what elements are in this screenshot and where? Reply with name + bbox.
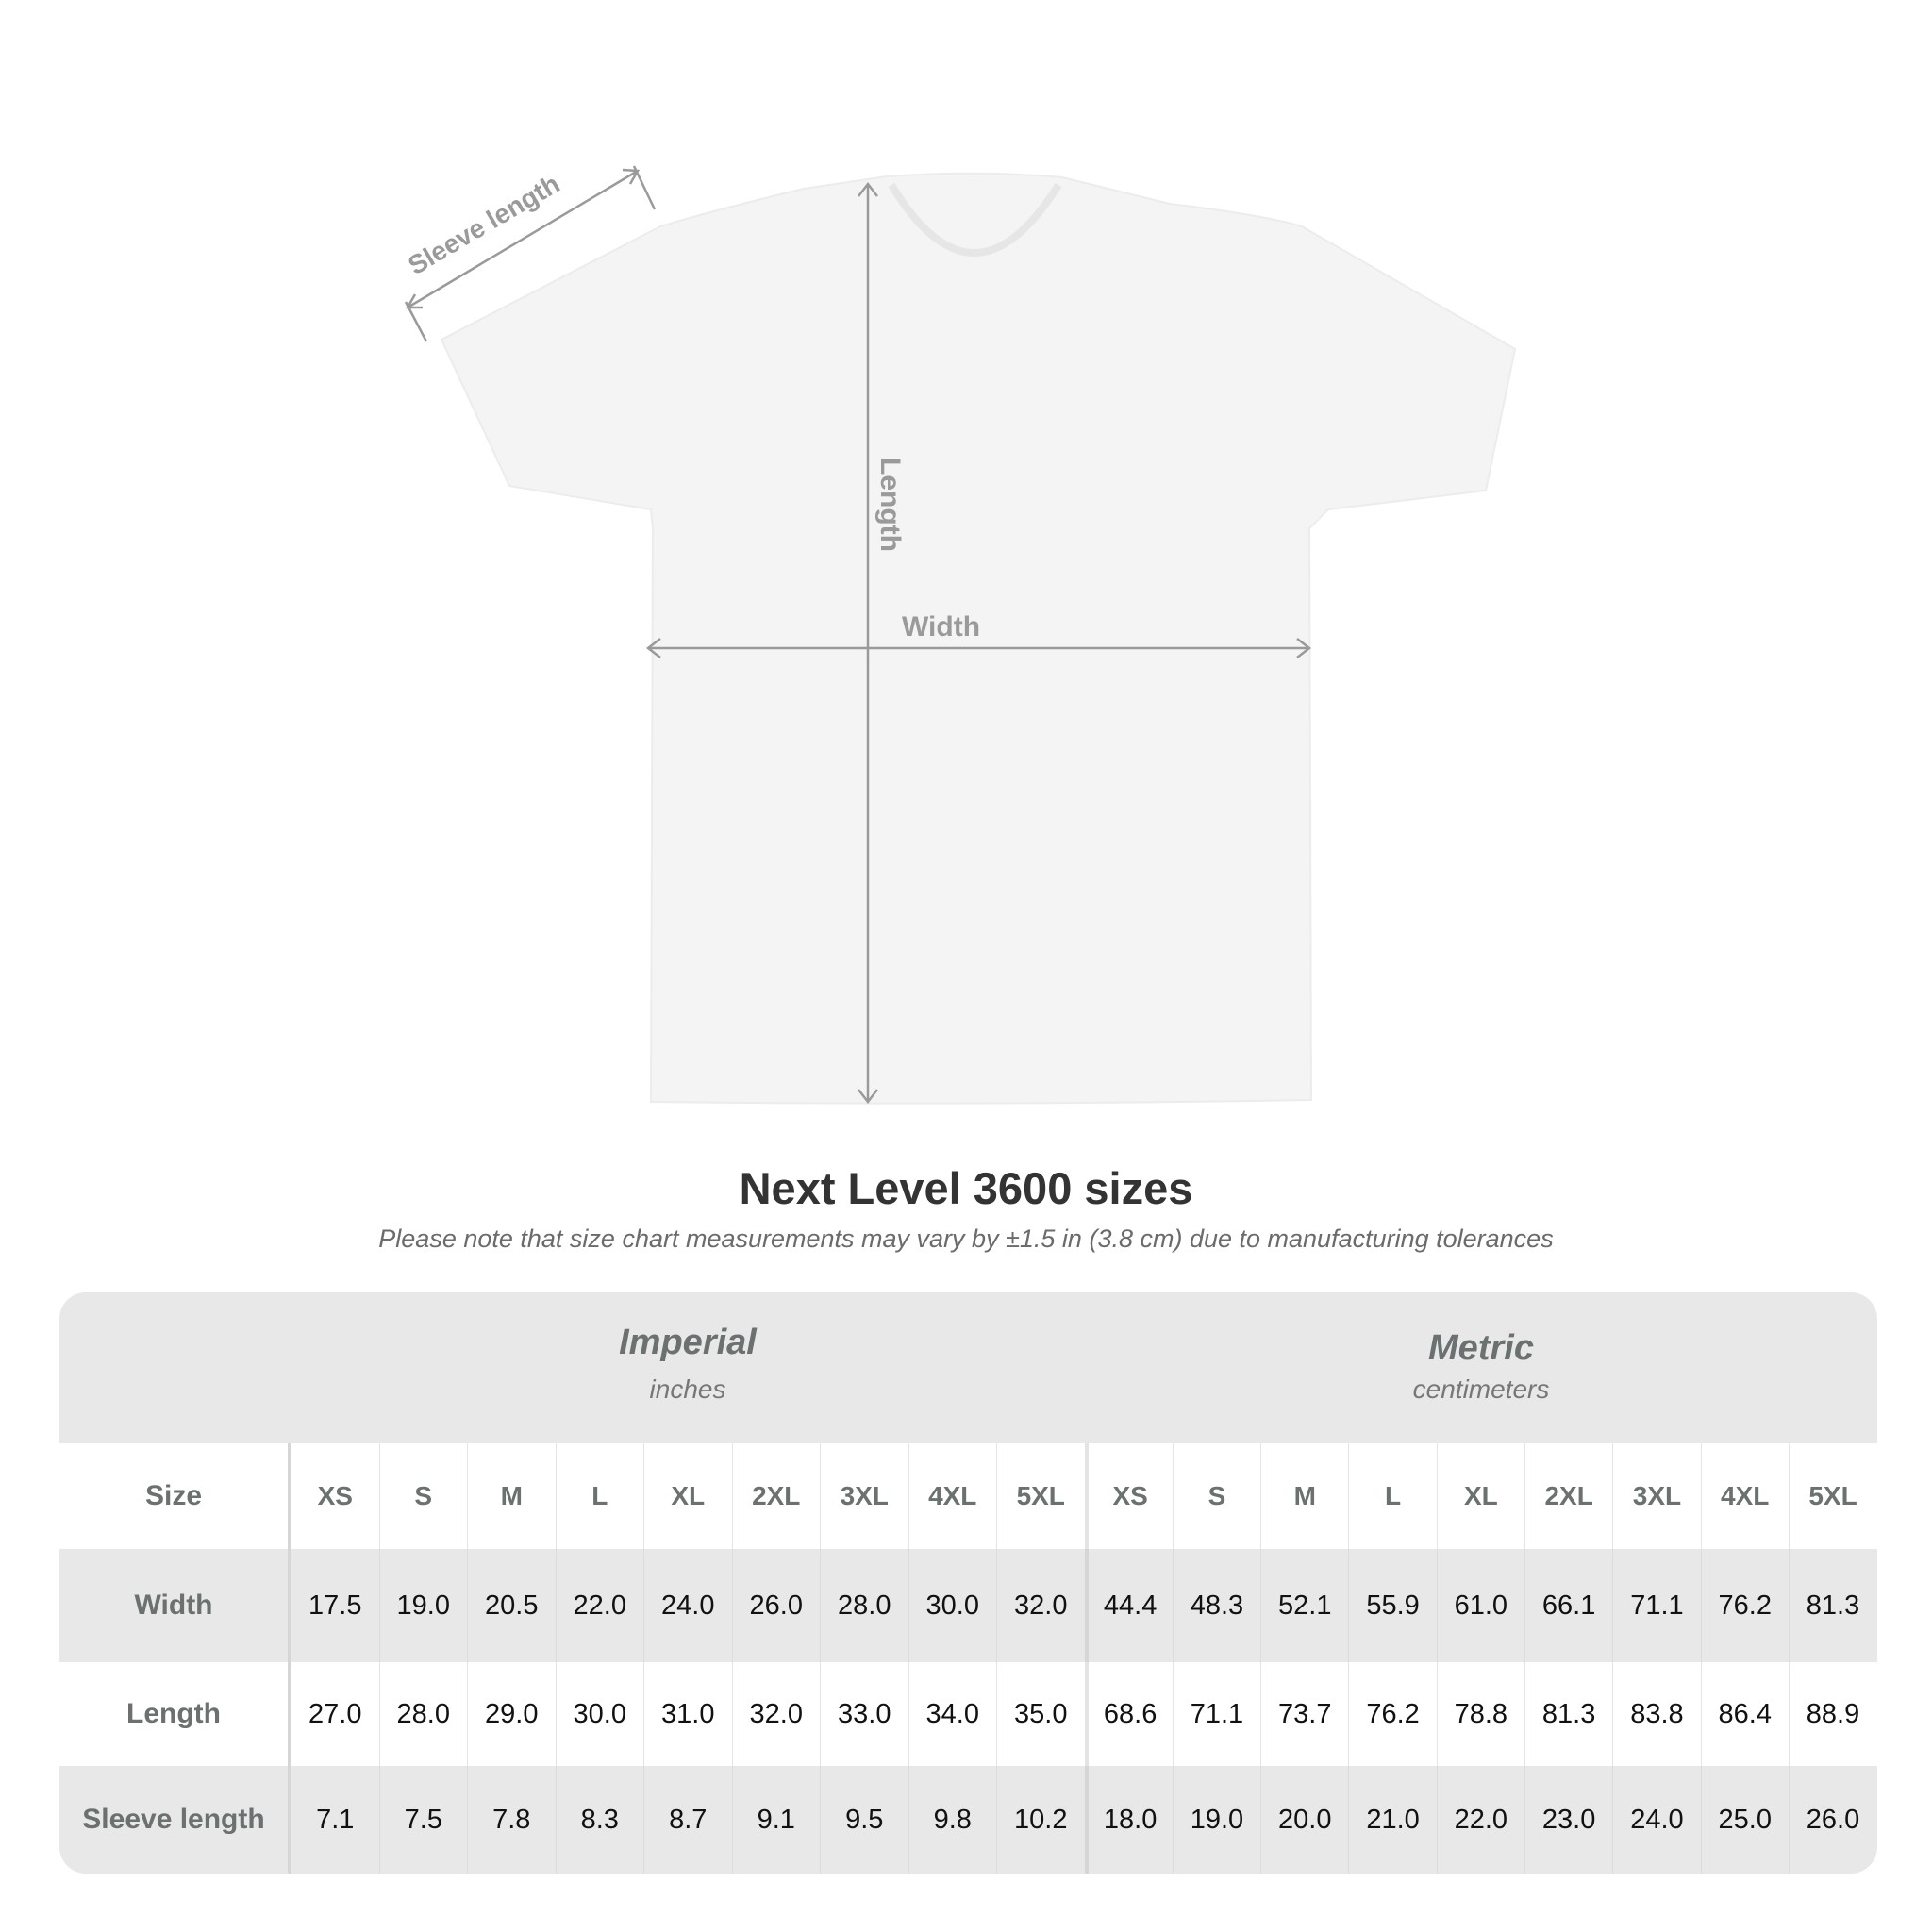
row-label: Width [59,1549,291,1662]
value-cell: 8.7 [643,1766,732,1874]
value-cell: 19.0 [378,1549,468,1662]
value-cell: 68.6 [1084,1662,1173,1766]
size-header-cell: M [1260,1443,1348,1549]
value-cell: 26.0 [731,1549,821,1662]
size-header-cell: XS [1084,1443,1173,1549]
value-cell: 81.3 [1788,1549,1876,1662]
value-cell: 7.8 [467,1766,556,1874]
value-cell: 71.1 [1612,1549,1700,1662]
size-header-cell: XL [643,1443,732,1549]
size-header-cell: L [1348,1443,1436,1549]
value-cell: 34.0 [908,1662,997,1766]
value-cell: 7.5 [378,1766,468,1874]
value-cell: 29.0 [467,1662,556,1766]
value-cell: 32.0 [996,1549,1085,1662]
value-cell: 76.2 [1348,1662,1436,1766]
value-cell: 76.2 [1700,1549,1789,1662]
tshirt-image [440,172,1517,1105]
value-cell: 88.9 [1788,1662,1876,1766]
value-cell: 24.0 [1612,1766,1700,1874]
value-cell: 35.0 [996,1662,1085,1766]
table-row: Length 27.0 28.0 29.0 30.0 31.0 32.0 33.0 34.0 35… [59,1662,1877,1766]
value-cell: 19.0 [1172,1766,1260,1874]
size-header-cell: 2XL [731,1443,821,1549]
value-cell: 83.8 [1612,1662,1700,1766]
value-cell: 27.0 [291,1662,379,1766]
value-cell: 10.2 [996,1766,1085,1874]
row-label: Sleeve length [59,1766,291,1874]
size-header-cell: S [378,1443,468,1549]
imperial-title: Imperial [619,1323,757,1362]
value-cell: 8.3 [555,1766,644,1874]
value-cell: 33.0 [820,1662,908,1766]
size-header-cell: 3XL [1612,1443,1700,1549]
size-header-cell: 4XL [1700,1443,1789,1549]
size-header-row: Size XS S M L XL 2XL 3XL 4XL 5XL XS S M L XL 2XL 3XL 4XL 5… [59,1443,1877,1549]
value-cell: 81.3 [1524,1662,1612,1766]
value-cell: 25.0 [1700,1766,1789,1874]
metric-header: Metric centimeters [1085,1328,1877,1405]
value-cell: 55.9 [1348,1549,1436,1662]
value-cell: 9.1 [731,1766,821,1874]
size-table: Imperial inches Metric centimeters Size X… [59,1292,1877,1874]
value-cell: 26.0 [1788,1766,1876,1874]
size-header-cell: S [1172,1443,1260,1549]
metric-unit: centimeters [1412,1374,1550,1404]
value-cell: 71.1 [1172,1662,1260,1766]
row-label: Size [59,1443,291,1549]
value-cell: 44.4 [1084,1549,1173,1662]
size-header-cell: XL [1436,1443,1524,1549]
value-cell: 78.8 [1436,1662,1524,1766]
value-cell: 9.8 [908,1766,997,1874]
value-cell: 20.0 [1260,1766,1348,1874]
value-cell: 30.0 [908,1549,997,1662]
value-cell: 7.1 [291,1766,379,1874]
value-cell: 22.0 [1436,1766,1524,1874]
value-cell: 28.0 [378,1662,468,1766]
value-cell: 30.0 [555,1662,644,1766]
page-title: Next Level 3600 sizes [739,1163,1193,1213]
value-cell: 61.0 [1436,1549,1524,1662]
value-cell: 66.1 [1524,1549,1612,1662]
value-cell: 28.0 [820,1549,908,1662]
size-header-cell: XS [291,1443,379,1549]
size-header-cell: 5XL [1788,1443,1876,1549]
value-cell: 21.0 [1348,1766,1436,1874]
size-header-cell: 4XL [908,1443,997,1549]
size-header-cell: 3XL [820,1443,908,1549]
size-header-cell: M [467,1443,556,1549]
imperial-unit: inches [649,1374,726,1404]
size-header-cell: 2XL [1524,1443,1612,1549]
imperial-header: Imperial inches [291,1323,1085,1405]
value-cell: 24.0 [643,1549,732,1662]
table-row: Sleeve length 7.1 7.5 7.8 8.3 8.7 9.1 9.5 9.8 10.… [59,1766,1877,1874]
value-cell: 23.0 [1524,1766,1612,1874]
value-cell: 31.0 [643,1662,732,1766]
value-cell: 48.3 [1172,1549,1260,1662]
tolerance-note: Please note that size chart measurements… [378,1224,1554,1253]
value-cell: 22.0 [555,1549,644,1662]
size-header-cell: 5XL [996,1443,1085,1549]
sleeve-arrow [407,169,639,309]
metric-title: Metric [1428,1328,1534,1368]
value-cell: 32.0 [731,1662,821,1766]
value-cell: 52.1 [1260,1549,1348,1662]
tshirt-collar [888,182,1062,257]
sleeve-length-label: Sleeve length [403,169,564,280]
value-cell: 9.5 [820,1766,908,1874]
size-header-cell: L [555,1443,644,1549]
row-label: Length [59,1662,291,1766]
value-cell: 20.5 [467,1549,556,1662]
value-cell: 73.7 [1260,1662,1348,1766]
value-cell: 18.0 [1084,1766,1173,1874]
value-cell: 86.4 [1700,1662,1789,1766]
width-label: Width [902,611,980,642]
length-label: Length [874,458,906,552]
tshirt-diagram: Sleeve length Length Width [403,165,1517,1105]
table-row: Width 17.5 19.0 20.5 22.0 24.0 26.0 28.0 30.0 32.… [59,1549,1877,1662]
value-cell: 17.5 [291,1549,379,1662]
